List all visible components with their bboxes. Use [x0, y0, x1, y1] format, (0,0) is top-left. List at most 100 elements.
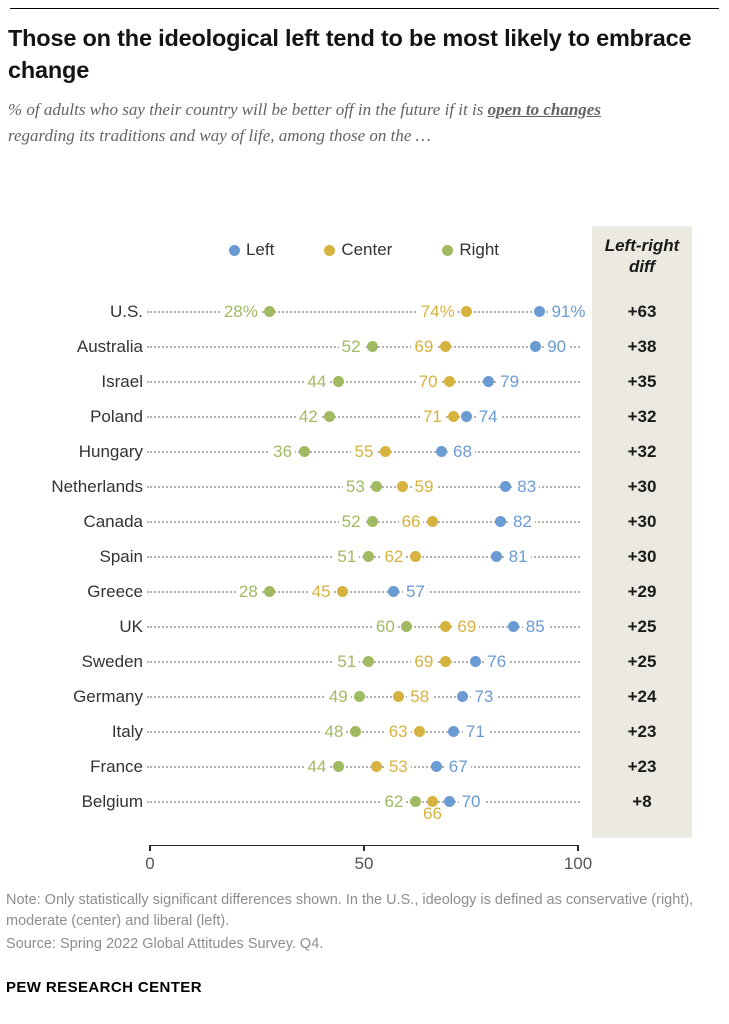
- chart-row: Israel 44 70 79: [0, 364, 729, 399]
- value-label-center: 69: [411, 329, 437, 364]
- diff-value: +29: [627, 582, 657, 601]
- dot-left: [448, 726, 460, 737]
- value-label-left: 91%: [548, 294, 589, 329]
- dot-right: [332, 761, 344, 772]
- leader-line: [147, 381, 580, 383]
- country-label: Sweden: [0, 644, 143, 679]
- leader-line: [147, 766, 580, 768]
- diff-value: +35: [627, 372, 657, 391]
- country-label: France: [0, 749, 143, 784]
- chart-row: UK 60 69 85: [0, 609, 729, 644]
- dot-right: [264, 586, 276, 597]
- chart-row: Canada 52 66 82: [0, 504, 729, 539]
- dot-left: [444, 796, 456, 807]
- dot-left: [388, 586, 400, 597]
- dot-right: [401, 621, 413, 632]
- diff-column: Left-right diff +63 +38 +35 +32 +32 +30 +30 +30…: [592, 226, 692, 838]
- leader-line: [147, 801, 580, 803]
- chart-subtitle: % of adults who say their country will b…: [8, 97, 653, 150]
- x-axis-tick-label: 100: [563, 854, 593, 873]
- leader-line: [147, 731, 580, 733]
- country-label: Canada: [0, 504, 143, 539]
- country-label: Greece: [0, 574, 143, 609]
- diff-value: +30: [627, 477, 657, 496]
- value-label-left: 83: [514, 469, 540, 504]
- dot-right: [264, 306, 276, 317]
- value-label-center: 66: [423, 804, 442, 823]
- country-label: U.S.: [0, 294, 143, 329]
- diff-value: +23: [627, 757, 657, 776]
- diff-value: +32: [627, 442, 657, 461]
- country-label: Spain: [0, 539, 143, 574]
- chart-row: Hungary 36 55 68: [0, 434, 729, 469]
- dot-right: [332, 376, 344, 387]
- x-axis-tick: [363, 845, 365, 851]
- dot-right: [362, 551, 374, 562]
- value-label-center: 70: [415, 364, 441, 399]
- value-label-right: 51: [334, 644, 360, 679]
- dot-center: [371, 761, 383, 772]
- value-label-left: 76: [484, 644, 510, 679]
- chart-row: Belgium 62 66 70: [0, 784, 729, 823]
- value-label-left: 68: [450, 434, 475, 469]
- chart-legend: Left Center Right: [150, 240, 578, 260]
- dot-center: [337, 586, 349, 597]
- legend-dot-icon: [228, 244, 240, 256]
- value-label-center: 45: [308, 574, 334, 609]
- subtitle-emphasis: open to changes: [487, 100, 601, 119]
- diff-value: +32: [627, 407, 657, 426]
- value-label-left: 74: [475, 399, 501, 434]
- leader-line: [147, 416, 580, 418]
- country-label: Poland: [0, 399, 143, 434]
- dot-left: [456, 691, 468, 702]
- dot-left: [482, 376, 494, 387]
- note-text: Note: Only statistically significant dif…: [6, 892, 694, 929]
- chart-row: Germany 49 58 73: [0, 679, 729, 714]
- dot-left: [499, 481, 511, 492]
- dot-center: [439, 656, 451, 667]
- dot-center: [448, 411, 460, 422]
- x-axis-tick-label: 0: [145, 854, 155, 873]
- diff-value: +8: [632, 792, 652, 811]
- value-label-right: 44: [304, 364, 330, 399]
- legend-dot-icon: [324, 244, 336, 256]
- value-label-center: 59: [411, 469, 437, 504]
- value-label-left: 90: [544, 329, 570, 364]
- value-label-right: 52: [338, 329, 364, 364]
- value-label-right: 44: [304, 749, 330, 784]
- dot-right: [349, 726, 361, 737]
- dot-center: [426, 796, 438, 807]
- value-label-right: 48: [321, 714, 347, 749]
- page-title: Those on the ideological left tend to be…: [8, 25, 692, 84]
- value-label-center: 71: [419, 399, 445, 434]
- dot-center: [409, 551, 421, 562]
- value-label-left: 81: [505, 539, 531, 574]
- value-label-center: 69: [411, 644, 437, 679]
- legend-dot-icon: [442, 244, 454, 256]
- value-label-right: 49: [325, 679, 351, 714]
- value-label-center: 62: [381, 539, 407, 574]
- chart-row: Netherlands 53 59 83: [0, 469, 729, 504]
- legend-item-right: Right: [442, 240, 499, 260]
- value-label-center: 58: [407, 679, 433, 714]
- x-axis-tick-label: 50: [354, 854, 374, 873]
- dot-center: [426, 516, 438, 527]
- source-text: Source: Spring 2022 Global Attitudes Sur…: [6, 936, 324, 952]
- leader-line: [147, 626, 580, 628]
- x-axis-tick: [149, 845, 151, 851]
- country-label: Belgium: [0, 784, 143, 819]
- diff-value: +24: [627, 687, 657, 706]
- value-label-right: 62: [381, 784, 407, 819]
- value-label-right: 28%: [220, 294, 261, 329]
- dot-center: [461, 306, 473, 317]
- value-label-center: 74%: [417, 294, 458, 329]
- diff-value: +25: [627, 652, 657, 671]
- value-label-right: 52: [338, 504, 364, 539]
- value-label-left: 57: [402, 574, 428, 609]
- legend-item-left: Left: [228, 240, 275, 260]
- diff-value: +38: [627, 337, 657, 356]
- value-label-right: 53: [342, 469, 368, 504]
- dot-left: [461, 411, 473, 422]
- legend-label: Left: [245, 240, 275, 259]
- dot-left: [435, 446, 447, 457]
